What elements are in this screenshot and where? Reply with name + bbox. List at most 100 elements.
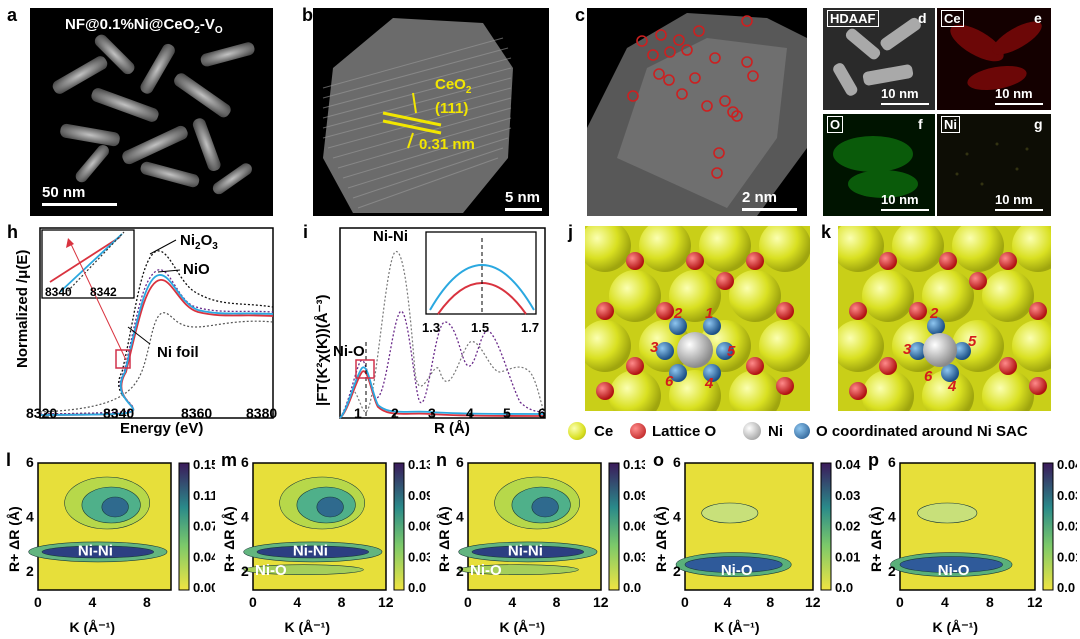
wt-ytick: 6 (888, 454, 896, 470)
wt-ytick: 4 (456, 509, 464, 525)
i-inset-tick-0: 1.3 (422, 320, 441, 335)
wt-xtick: 8 (143, 594, 151, 610)
panel-c-scale-text: 2 nm (742, 189, 778, 206)
wt-xlabel: K (Å⁻¹) (714, 619, 760, 635)
d-spacing-label: 0.31 nm (419, 136, 475, 153)
wt-bond-label: Ni-O (470, 562, 502, 579)
panel-a-scale-text: 50 nm (42, 184, 86, 201)
legend-osac-swatch (794, 423, 810, 439)
colorbar (820, 462, 832, 591)
wt-contour (684, 556, 783, 573)
wt-ytick: 4 (673, 509, 681, 525)
map-scale-e: 10 nm (995, 86, 1033, 101)
colorbar (608, 462, 620, 591)
site-k-3: 3 (903, 341, 912, 358)
wt-contour (471, 545, 585, 559)
panel-b-scalebar: 5 nm (505, 189, 542, 211)
wt-ylabel: R+ ΔR (Å) (6, 506, 22, 572)
sample-blue-ft (339, 366, 546, 419)
colorbar-tick: 0.0 (1057, 580, 1075, 595)
wt-xlabel: K (Å⁻¹) (499, 619, 546, 635)
eds-map-grid: HDAAF d 10 nm Ce e 10 nm O f 10 nm (823, 8, 1051, 216)
map-o: O f 10 nm (823, 114, 935, 216)
colorbar-tick: 0.15 (193, 457, 215, 472)
panel-i-xlabel: R (Å) (434, 420, 470, 437)
scale-bar-line (881, 103, 929, 105)
panel-i-ylabel: |FT(K²χ(K))(Å⁻³) (314, 294, 331, 406)
wt-panel-o: o 0.04 0.03 0.02 0.01 0.0 2 4 6 0 4 8 12 Ni-O R+ ΔR (Å… (647, 450, 862, 639)
wt-bond-label: Ni-O (721, 562, 753, 579)
panel-a-title-text: NF@0.1%Ni@CeO (65, 16, 195, 33)
h-xtick-3: 8380 (246, 405, 278, 421)
wt-letter: p (868, 450, 879, 470)
label-nio-h: NiO (183, 261, 210, 278)
model-k: 2 3 5 6 4 (838, 226, 1051, 411)
wt-heatmap: 0.13 0.09 0.06 0.03 0.0 2 4 6 0 4 8 12 Ni-Ni Ni-O (456, 454, 645, 610)
map-scale-d: 10 nm (881, 86, 919, 101)
colorbar-tick: 0.00 (193, 580, 215, 595)
colorbar (178, 462, 190, 591)
wt-letter: n (436, 450, 447, 470)
wt-ytick: 2 (456, 563, 464, 579)
panel-b-scale-text: 5 nm (505, 189, 541, 206)
h-xtick-1: 8340 (103, 405, 135, 421)
site-j-4: 4 (704, 375, 714, 392)
sample-red-ft (339, 370, 546, 419)
wt-xtick: 0 (464, 594, 472, 610)
wt-letter: o (653, 450, 664, 470)
wt-xtick: 4 (89, 594, 97, 610)
panel-a-title: NF@0.1%Ni@CeO2-VO (65, 16, 223, 36)
lattice-texture (322, 18, 513, 213)
panel-a-title-tail: -V (199, 16, 215, 33)
wt-ytick: 6 (673, 454, 681, 470)
wt-ytick: 4 (241, 509, 249, 525)
site-j-2: 2 (673, 305, 683, 322)
site-j-3: 3 (650, 339, 659, 356)
scale-bar-line (742, 208, 797, 211)
site-k-2: 2 (929, 305, 939, 322)
wt-ytick: 6 (26, 454, 34, 470)
map-scale-g: 10 nm (995, 192, 1033, 207)
wt-contour (256, 545, 370, 559)
map-tag-ni: Ni (941, 116, 960, 133)
plane-label: (111) (435, 100, 469, 117)
wt-xtick: 12 (378, 594, 394, 610)
wt-ylabel: R+ ΔR (Å) (653, 506, 669, 572)
legend-o-swatch (630, 423, 646, 439)
panel-h-chart (39, 227, 274, 419)
h-xtick-0: 8320 (26, 405, 58, 421)
ceo2-label: CeO (435, 76, 466, 93)
wt-xtick: 4 (724, 594, 732, 610)
wt-ylabel: R+ ΔR (Å) (436, 506, 452, 572)
panel-i-letter: i (303, 222, 309, 242)
site-k-4: 4 (947, 378, 957, 395)
ni2o3-b: O (200, 232, 213, 249)
i-inset-tick-1: 1.5 (471, 320, 490, 335)
i-inset-tick-2: 1.7 (521, 320, 540, 335)
colorbar-tick: 0.07 (193, 519, 215, 534)
haadf-rods (833, 17, 921, 96)
wt-ytick: 4 (888, 509, 896, 525)
panel-a-title-subo: O (214, 25, 223, 36)
model-j: 2 1 3 5 6 4 (585, 226, 810, 411)
wt-ylabel: R+ ΔR (Å) (868, 506, 884, 572)
i-xtick-5: 5 (503, 405, 511, 421)
wt-contour (243, 564, 364, 575)
panel-a-letter: a (7, 5, 18, 25)
wt-xtick: 4 (941, 594, 949, 610)
arrow-ni2o3 (149, 239, 177, 255)
wt-bond-label: Ni-Ni (508, 543, 543, 560)
wt-xtick: 0 (896, 594, 904, 610)
wt-ytick: 4 (26, 509, 34, 525)
colorbar-tick: 0.06 (623, 519, 645, 534)
wt-contour (531, 496, 559, 518)
wt-panel-m: m 0.13 0.09 0.06 0.03 0.0 2 4 6 0 4 8 12 Ni-Ni Ni-O R+ … (215, 450, 430, 639)
colorbar-tick: 0.04 (1057, 457, 1077, 472)
map-ce: Ce e 10 nm (937, 8, 1051, 110)
wt-xtick: 8 (553, 594, 561, 610)
wt-contour (316, 496, 344, 518)
wt-contour (701, 502, 759, 524)
